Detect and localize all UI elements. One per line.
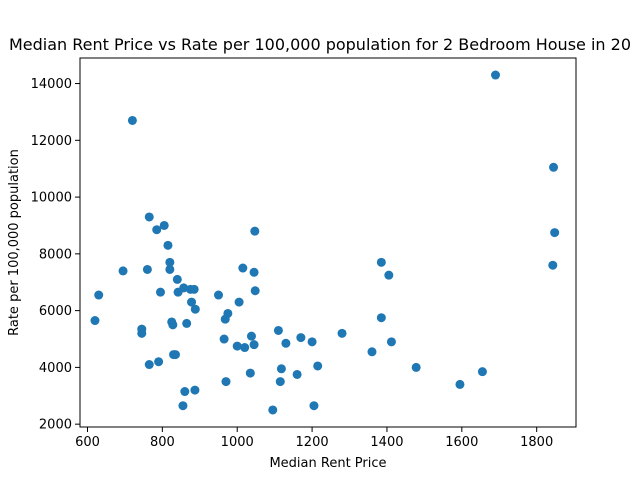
ticks-layer: 600 800 1000 1200 1400 1600 1800 2000 4000 6000 80… — [31, 77, 554, 450]
data-point-38 — [238, 263, 248, 273]
y-tick-label-0: 2000 — [39, 418, 72, 433]
data-point-28 — [189, 284, 199, 294]
data-point-53 — [307, 337, 317, 347]
data-point-36 — [232, 341, 242, 351]
data-point-13 — [163, 240, 173, 250]
data-point-27 — [187, 297, 197, 307]
data-point-23 — [179, 283, 189, 293]
y-tick-label-4: 10000 — [31, 191, 72, 206]
data-point-29 — [190, 385, 200, 395]
data-point-67 — [549, 162, 559, 172]
data-point-31 — [214, 290, 224, 300]
data-point-0 — [90, 316, 100, 326]
data-point-24 — [180, 387, 190, 397]
data-point-42 — [249, 267, 259, 277]
data-point-66 — [548, 260, 558, 270]
data-point-25 — [182, 318, 192, 328]
y-tick-label-6: 14000 — [31, 77, 72, 92]
data-point-37 — [234, 297, 244, 307]
data-point-60 — [384, 270, 394, 280]
data-point-6 — [142, 264, 152, 274]
data-point-34 — [221, 377, 231, 387]
data-point-44 — [250, 226, 260, 236]
data-point-15 — [165, 264, 175, 274]
data-point-54 — [309, 401, 319, 411]
data-point-46 — [268, 405, 278, 415]
points-layer — [90, 70, 560, 415]
data-point-47 — [273, 325, 283, 335]
data-point-5 — [137, 328, 147, 338]
data-point-1 — [94, 290, 104, 300]
y-tick-label-3: 8000 — [39, 247, 72, 262]
data-point-55 — [313, 361, 323, 371]
x-tick-label-0: 600 — [75, 435, 100, 450]
y-tick-label-5: 12000 — [31, 134, 72, 149]
data-point-64 — [477, 367, 487, 377]
data-point-10 — [154, 357, 164, 367]
x-tick-label-1: 800 — [150, 435, 175, 450]
data-point-48 — [275, 377, 285, 387]
x-tick-label-6: 1800 — [520, 435, 553, 450]
y-tick-label-2: 6000 — [39, 304, 72, 319]
data-point-8 — [144, 360, 154, 370]
data-point-61 — [386, 337, 396, 347]
data-point-9 — [152, 225, 162, 235]
data-point-7 — [144, 212, 154, 222]
data-point-43 — [249, 340, 259, 350]
data-point-63 — [455, 379, 465, 389]
x-tick-label-5: 1600 — [445, 435, 478, 450]
data-point-30 — [190, 304, 200, 314]
data-point-57 — [367, 347, 377, 357]
data-point-49 — [276, 364, 286, 374]
plot-frame — [79, 57, 577, 428]
data-point-32 — [219, 334, 229, 344]
x-axis-label: Median Rent Price — [269, 456, 386, 471]
data-point-22 — [178, 401, 188, 411]
data-point-58 — [376, 257, 386, 267]
data-point-19 — [170, 350, 180, 360]
data-point-56 — [337, 328, 347, 338]
data-point-11 — [155, 287, 165, 297]
data-point-40 — [245, 368, 255, 378]
data-point-51 — [292, 369, 302, 379]
data-point-12 — [159, 220, 169, 230]
data-point-65 — [491, 70, 501, 80]
data-point-20 — [172, 274, 182, 284]
data-point-35 — [223, 308, 233, 318]
x-tick-label-3: 1200 — [296, 435, 329, 450]
data-point-41 — [246, 331, 256, 341]
data-point-52 — [296, 333, 306, 343]
y-axis-label: Rate per 100,000 population — [7, 149, 22, 336]
data-point-3 — [127, 115, 137, 125]
data-point-2 — [118, 266, 128, 276]
data-point-39 — [240, 343, 250, 353]
data-point-14 — [165, 257, 175, 267]
data-point-59 — [376, 313, 386, 323]
data-point-62 — [411, 362, 421, 372]
x-tick-label-2: 1000 — [221, 435, 254, 450]
data-point-68 — [550, 228, 560, 238]
data-point-45 — [250, 286, 260, 296]
data-point-50 — [281, 338, 291, 348]
data-point-17 — [168, 320, 178, 330]
chart-title: Median Rent Price vs Rate per 100,000 po… — [9, 35, 631, 54]
y-tick-label-1: 4000 — [39, 361, 72, 376]
x-tick-label-4: 1400 — [370, 435, 403, 450]
